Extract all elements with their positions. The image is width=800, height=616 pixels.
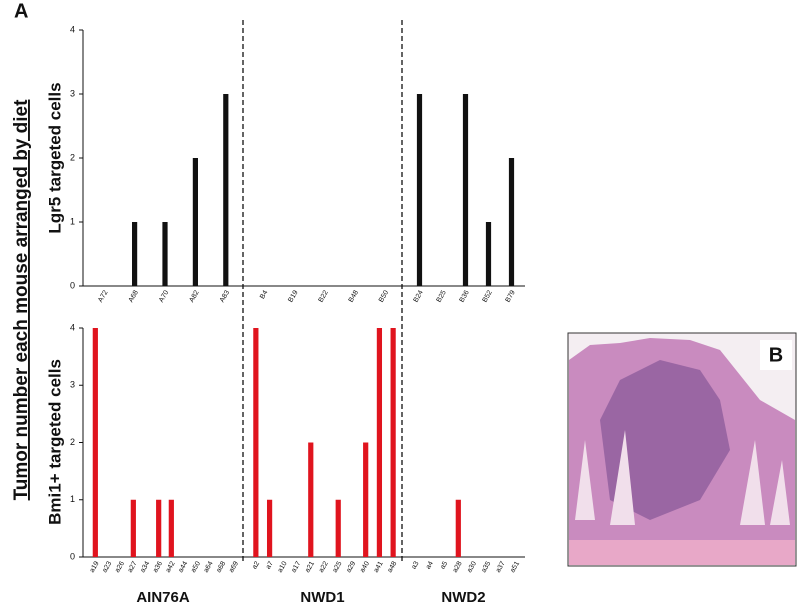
bar (168, 499, 174, 557)
x-tick-label: a17 (290, 560, 302, 574)
y-tick-label: 3 (70, 88, 75, 98)
x-tick-label: a4 (425, 560, 435, 570)
bar (223, 94, 229, 286)
group-label: NWD1 (300, 589, 344, 606)
x-tick-label: a23 (101, 560, 113, 574)
y-tick-label: 4 (70, 322, 75, 332)
x-tick-label: B79 (505, 289, 517, 303)
x-tick-label: A68 (128, 289, 140, 303)
x-tick-label: a42 (165, 560, 177, 574)
y-tick-label: 2 (70, 437, 75, 447)
bar (376, 328, 383, 557)
x-tick-label: a28 (452, 560, 464, 574)
x-tick-label: B19 (287, 289, 299, 303)
y-axis-label: Lgr5 targeted cells (45, 82, 64, 233)
x-tick-label: a7 (265, 560, 275, 570)
bar (390, 328, 396, 557)
x-tick-label: a26 (114, 560, 126, 574)
y-tick-label: 1 (70, 494, 75, 504)
x-tick-label: B52 (482, 289, 494, 303)
bar (308, 442, 314, 557)
bar (92, 328, 98, 557)
x-tick-label: a21 (304, 560, 316, 574)
x-tick-label: a41 (373, 560, 385, 574)
bar (508, 158, 515, 286)
y-tick-label: 2 (70, 152, 75, 162)
x-tick-label: A72 (97, 289, 109, 303)
x-tick-label: a50 (190, 560, 202, 574)
x-tick-label: a27 (127, 560, 139, 574)
x-tick-label: a35 (480, 560, 492, 574)
x-tick-label: a36 (152, 560, 164, 574)
x-tick-label: a34 (139, 560, 151, 574)
bar (363, 442, 369, 557)
x-tick-label: a22 (318, 560, 330, 574)
x-tick-label: a5 (439, 560, 449, 570)
x-tick-label: B4 (259, 289, 269, 300)
x-tick-label: a51 (509, 560, 521, 574)
panel-label: A (14, 0, 28, 22)
x-tick-label: B22 (318, 289, 330, 303)
bar (132, 222, 138, 286)
x-tick-label: a37 (495, 560, 507, 574)
bar (462, 94, 469, 286)
x-tick-label: A83 (219, 289, 231, 303)
bar (455, 499, 461, 557)
histology-image: B (567, 332, 797, 567)
x-tick-label: B24 (413, 289, 425, 303)
bar (156, 499, 162, 557)
x-tick-label: a29 (345, 560, 357, 574)
bar (253, 328, 259, 557)
bar (192, 158, 198, 286)
x-tick-label: a48 (387, 560, 399, 574)
y-tick-label: 4 (70, 24, 75, 34)
bar (130, 499, 136, 557)
x-tick-label: a30 (466, 560, 478, 574)
x-tick-label: a3 (411, 560, 421, 570)
bar (266, 499, 273, 557)
y-axis-label: Bmi1+ targeted cells (45, 359, 64, 525)
y-tick-label: 0 (70, 280, 75, 290)
x-tick-label: a40 (359, 560, 371, 574)
x-tick-label: a2 (251, 560, 261, 570)
y-tick-label: 1 (70, 216, 75, 226)
y-tick-label: 3 (70, 380, 75, 390)
bar (162, 222, 168, 286)
x-tick-label: a64 (203, 560, 215, 574)
bar (485, 222, 492, 286)
panel-label: B (769, 344, 783, 366)
group-label: NWD2 (441, 589, 485, 606)
x-tick-label: a68 (215, 560, 227, 574)
x-tick-label: a10 (277, 560, 289, 574)
x-tick-label: B48 (348, 289, 360, 303)
x-tick-label: B50 (378, 289, 390, 303)
group-label: AIN76A (136, 589, 190, 606)
x-tick-label: a19 (89, 560, 101, 574)
x-tick-label: a69 (228, 560, 240, 574)
x-tick-label: A70 (158, 289, 170, 303)
x-tick-label: a25 (332, 560, 344, 574)
y-tick-label: 0 (70, 551, 75, 561)
x-tick-label: B36 (459, 289, 471, 303)
x-tick-label: a44 (177, 560, 189, 574)
y-axis-title: Tumor number each mouse arranged by diet (11, 99, 32, 501)
x-tick-label: B25 (436, 289, 448, 303)
x-tick-label: A82 (188, 289, 200, 303)
bar (335, 499, 341, 557)
bar (416, 94, 423, 286)
